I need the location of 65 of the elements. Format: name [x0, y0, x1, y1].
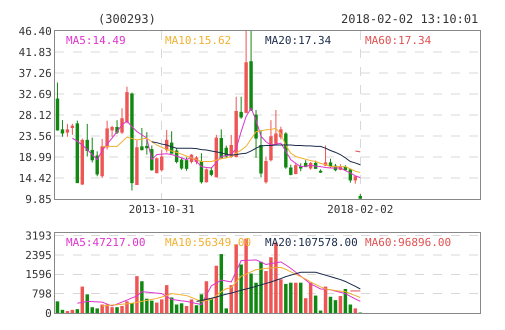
- candlestick: [130, 92, 134, 191]
- y-tick-label: 3193: [25, 229, 52, 242]
- candlestick: [249, 31, 253, 112]
- x-tick-label: 2013-10-31: [128, 203, 195, 216]
- line-series: [102, 128, 361, 174]
- candlestick: [66, 123, 70, 138]
- candlestick: [70, 123, 74, 136]
- bar: [130, 303, 134, 313]
- y-tick-label: 14.42: [18, 172, 52, 185]
- y-tick-label: 9.85: [25, 192, 52, 206]
- y-tick-label: 1596: [25, 268, 52, 282]
- bar: [298, 282, 302, 313]
- bar: [135, 276, 139, 313]
- line-series: [72, 108, 361, 178]
- candlestick: [135, 140, 139, 186]
- y-tick-label: 32.69: [18, 88, 52, 101]
- bar: [354, 308, 358, 313]
- chart-title: (300293): [98, 12, 156, 26]
- x-tick-label: 2018-02-02: [327, 203, 394, 216]
- y-tick-label: 46.40: [18, 24, 52, 38]
- y-tick-label: 23.56: [18, 130, 52, 143]
- candlestick: [264, 156, 268, 184]
- line-series: [102, 266, 361, 306]
- candlestick: [289, 164, 293, 176]
- candlestick: [204, 168, 208, 184]
- y-tick-label: 2395: [25, 248, 52, 262]
- y-tick-label: 18.99: [18, 150, 52, 164]
- bar: [239, 264, 243, 313]
- candlestick: [299, 162, 302, 172]
- bar: [294, 282, 298, 313]
- line-series: [76, 259, 361, 306]
- y-tick-label: 37.26: [18, 66, 52, 80]
- candlestick: [214, 134, 218, 178]
- text: 2018-02-02 13:10:01: [341, 12, 478, 26]
- text: MA60:96896.00: [365, 236, 452, 249]
- bar: [338, 296, 342, 313]
- y-tick-label: 41.83: [18, 46, 52, 59]
- bar: [76, 309, 80, 313]
- candlestick: [318, 168, 322, 174]
- candlestick: [239, 96, 243, 120]
- candlestick: [358, 194, 362, 199]
- candlestick: [294, 162, 298, 175]
- bar: [324, 286, 328, 313]
- candlestick: [76, 120, 80, 184]
- bar: [214, 266, 218, 313]
- text: MA20:17.34: [265, 34, 332, 47]
- candlestick: [200, 152, 204, 184]
- candlestick: [259, 129, 263, 178]
- candlestick: [354, 176, 358, 184]
- text: MA20:107578.00: [265, 236, 358, 249]
- y-tick-label: 798: [32, 288, 52, 300]
- bar: [115, 307, 119, 313]
- y-tick-label: 0: [45, 306, 52, 320]
- text: MA10:15.62: [165, 34, 232, 47]
- candlestick: [210, 166, 214, 177]
- text: MA5:14.49: [66, 34, 126, 47]
- candlestick: [244, 31, 248, 114]
- bar: [80, 286, 84, 313]
- text: MA5:47217.00: [66, 236, 146, 249]
- line-series: [196, 272, 361, 302]
- text: MA60:17.34: [365, 34, 432, 47]
- bar: [210, 298, 214, 313]
- y-tick-label: 28.12: [18, 108, 52, 122]
- candlestick: [80, 138, 84, 186]
- line-series: [151, 141, 361, 166]
